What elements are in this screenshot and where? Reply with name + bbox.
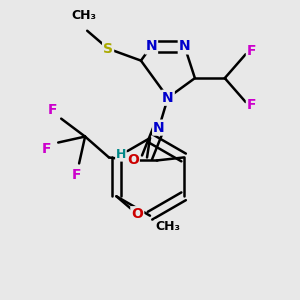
Text: N: N	[162, 91, 174, 105]
Text: F: F	[247, 98, 256, 112]
Text: CH₃: CH₃	[155, 220, 180, 232]
Text: F: F	[41, 142, 51, 155]
Text: N: N	[179, 39, 190, 53]
Text: H: H	[116, 148, 126, 161]
Text: N: N	[153, 121, 165, 135]
Text: S: S	[103, 42, 113, 56]
Text: F: F	[71, 168, 81, 182]
Text: N: N	[146, 39, 157, 53]
Text: CH₃: CH₃	[72, 9, 97, 22]
Text: O: O	[127, 154, 139, 167]
Text: F: F	[47, 103, 57, 117]
Text: O: O	[131, 207, 143, 221]
Text: F: F	[247, 44, 256, 58]
